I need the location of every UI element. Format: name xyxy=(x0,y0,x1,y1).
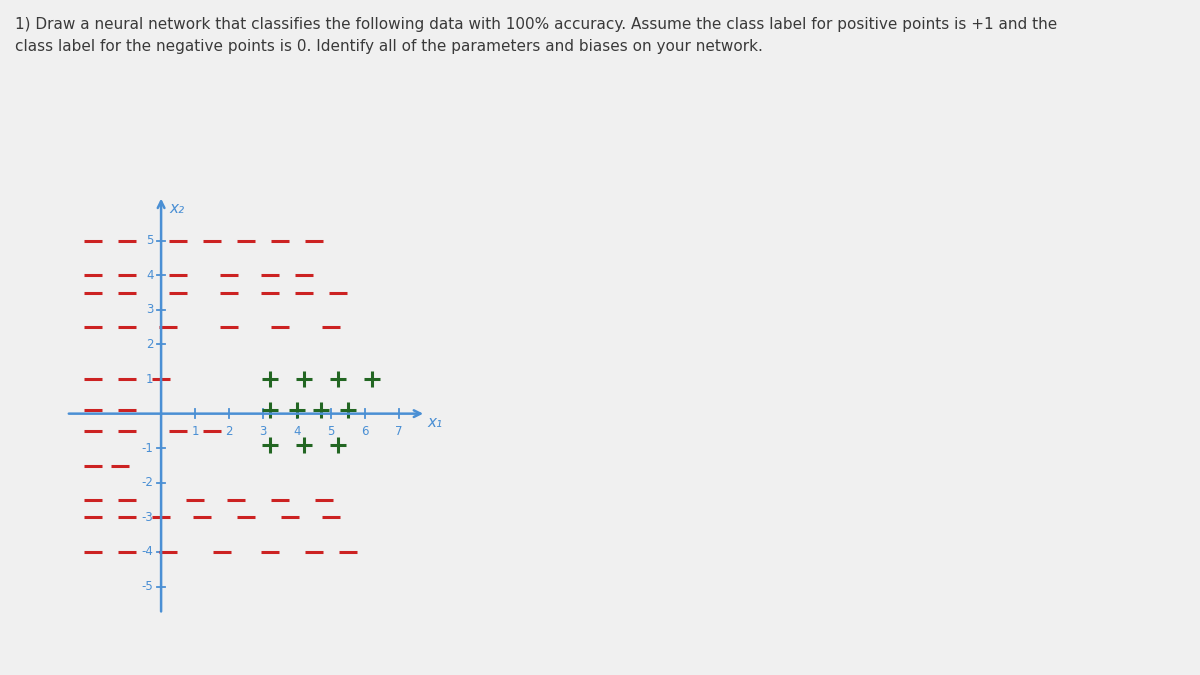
Text: 4: 4 xyxy=(146,269,154,281)
Text: 4: 4 xyxy=(293,425,301,437)
Text: x₁: x₁ xyxy=(427,415,443,430)
Text: 3: 3 xyxy=(146,303,154,317)
Text: -4: -4 xyxy=(142,545,154,558)
Text: 1) Draw a neural network that classifies the following data with 100% accuracy. : 1) Draw a neural network that classifies… xyxy=(16,17,1057,54)
Text: -2: -2 xyxy=(142,477,154,489)
Text: 7: 7 xyxy=(395,425,402,437)
Text: 3: 3 xyxy=(259,425,266,437)
Text: 5: 5 xyxy=(146,234,154,247)
Text: 2: 2 xyxy=(226,425,233,437)
Text: 6: 6 xyxy=(361,425,368,437)
Text: 1: 1 xyxy=(146,373,154,385)
Text: -5: -5 xyxy=(142,580,154,593)
Text: -3: -3 xyxy=(142,511,154,524)
Text: x₂: x₂ xyxy=(169,201,185,216)
Text: -1: -1 xyxy=(142,441,154,455)
Text: 2: 2 xyxy=(146,338,154,351)
Text: 1: 1 xyxy=(191,425,199,437)
Text: 5: 5 xyxy=(328,425,335,437)
